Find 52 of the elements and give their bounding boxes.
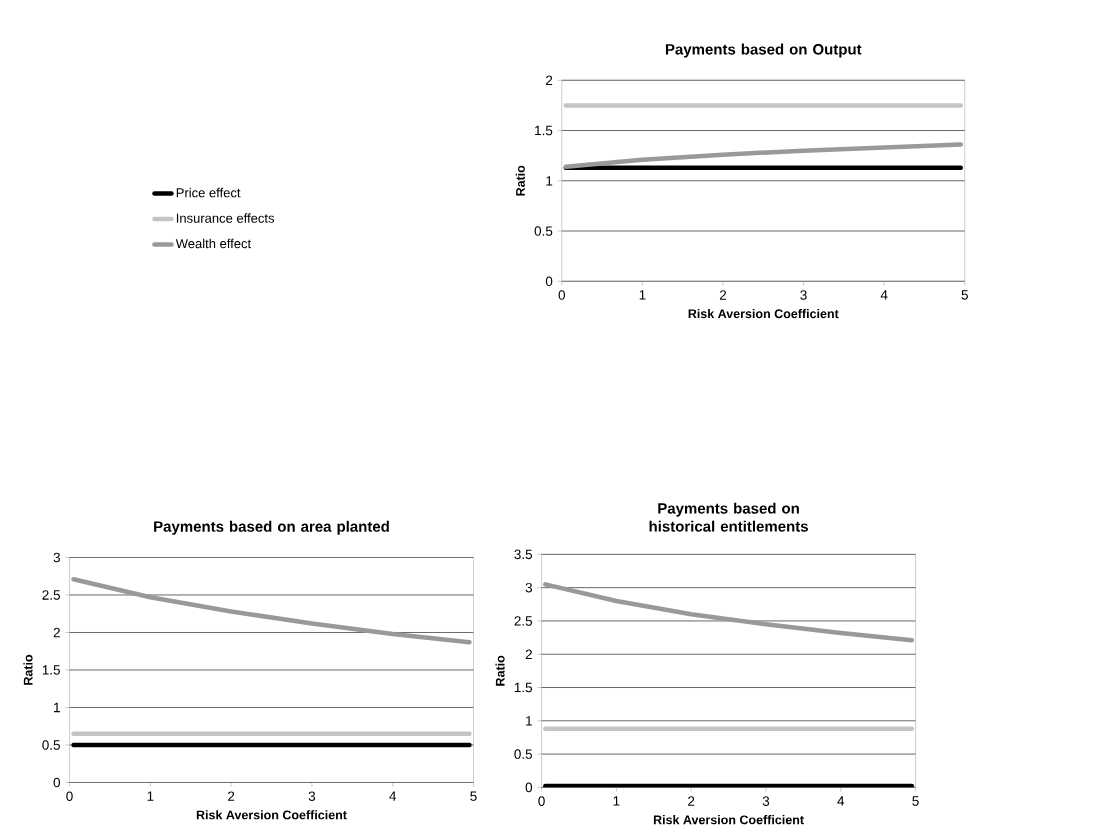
y-tick-label: 1	[54, 702, 60, 713]
x-tick-label: 0	[558, 290, 566, 300]
x-axis-title: Risk Aversion Coefficient	[688, 308, 839, 319]
x-tick-label: 4	[837, 796, 845, 806]
line-series	[543, 582, 915, 643]
y-tick-label: 2.5	[514, 616, 533, 626]
x-tick-label: 2	[688, 796, 695, 806]
y-tick-label: 0.5	[514, 749, 533, 759]
legend-label: Wealth effect	[175, 238, 252, 249]
y-axis-title: Ratio	[23, 654, 33, 685]
y-tick-label: 3	[525, 582, 533, 593]
x-tick-label: 3	[308, 791, 316, 801]
y-tick-label: 2	[53, 627, 60, 638]
x-axis-title: Risk Aversion Coefficient	[653, 815, 804, 825]
y-tick-label: 0	[53, 777, 61, 788]
y-axis-title: Ratio	[495, 655, 505, 686]
y-axis-title: Ratio	[515, 165, 525, 196]
y-tick-label: 2	[546, 75, 553, 85]
x-tick-label: 5	[912, 796, 919, 806]
y-tick-label: 1.5	[42, 665, 60, 675]
y-tick-label: 0	[525, 782, 533, 793]
x-tick-label: 3	[762, 796, 770, 806]
x-tick-label: 3	[800, 290, 807, 300]
line-series	[71, 576, 472, 645]
y-tick-label: 1.5	[535, 125, 553, 136]
x-tick-label: 2	[228, 791, 235, 801]
chart-title: Payments based on historical entitlements	[649, 502, 808, 532]
x-tick-label: 5	[961, 290, 968, 300]
y-tick-label: 2.5	[42, 590, 60, 600]
y-tick-label: 2	[525, 649, 532, 659]
x-tick-label: 1	[639, 290, 646, 300]
chart-title: Payments based on area planted	[154, 520, 389, 535]
y-tick-label: 1.5	[514, 682, 533, 693]
y-tick-label: 1	[526, 716, 532, 726]
x-tick-label: 4	[880, 290, 888, 300]
legend-label: Price effect	[176, 187, 241, 198]
y-tick-label: 0.5	[42, 740, 60, 750]
y-tick-label: 0.5	[534, 226, 553, 236]
x-tick-label: 0	[66, 791, 73, 801]
line-series	[563, 142, 964, 169]
chart-title: Payments based on Output	[665, 43, 862, 58]
x-tick-label: 5	[470, 791, 477, 801]
x-tick-label: 1	[147, 791, 154, 801]
y-tick-label: 3	[53, 552, 60, 563]
x-tick-label: 4	[389, 791, 397, 801]
y-tick-label: 3.5	[514, 549, 533, 560]
x-tick-label: 1	[613, 796, 620, 806]
legend-label: Insurance effects	[176, 213, 275, 223]
y-tick-label: 1	[546, 176, 553, 186]
y-tick-label: 0	[545, 276, 553, 287]
x-axis-title: Risk Aversion Coefficient	[196, 810, 347, 820]
x-tick-label: 2	[719, 290, 727, 300]
